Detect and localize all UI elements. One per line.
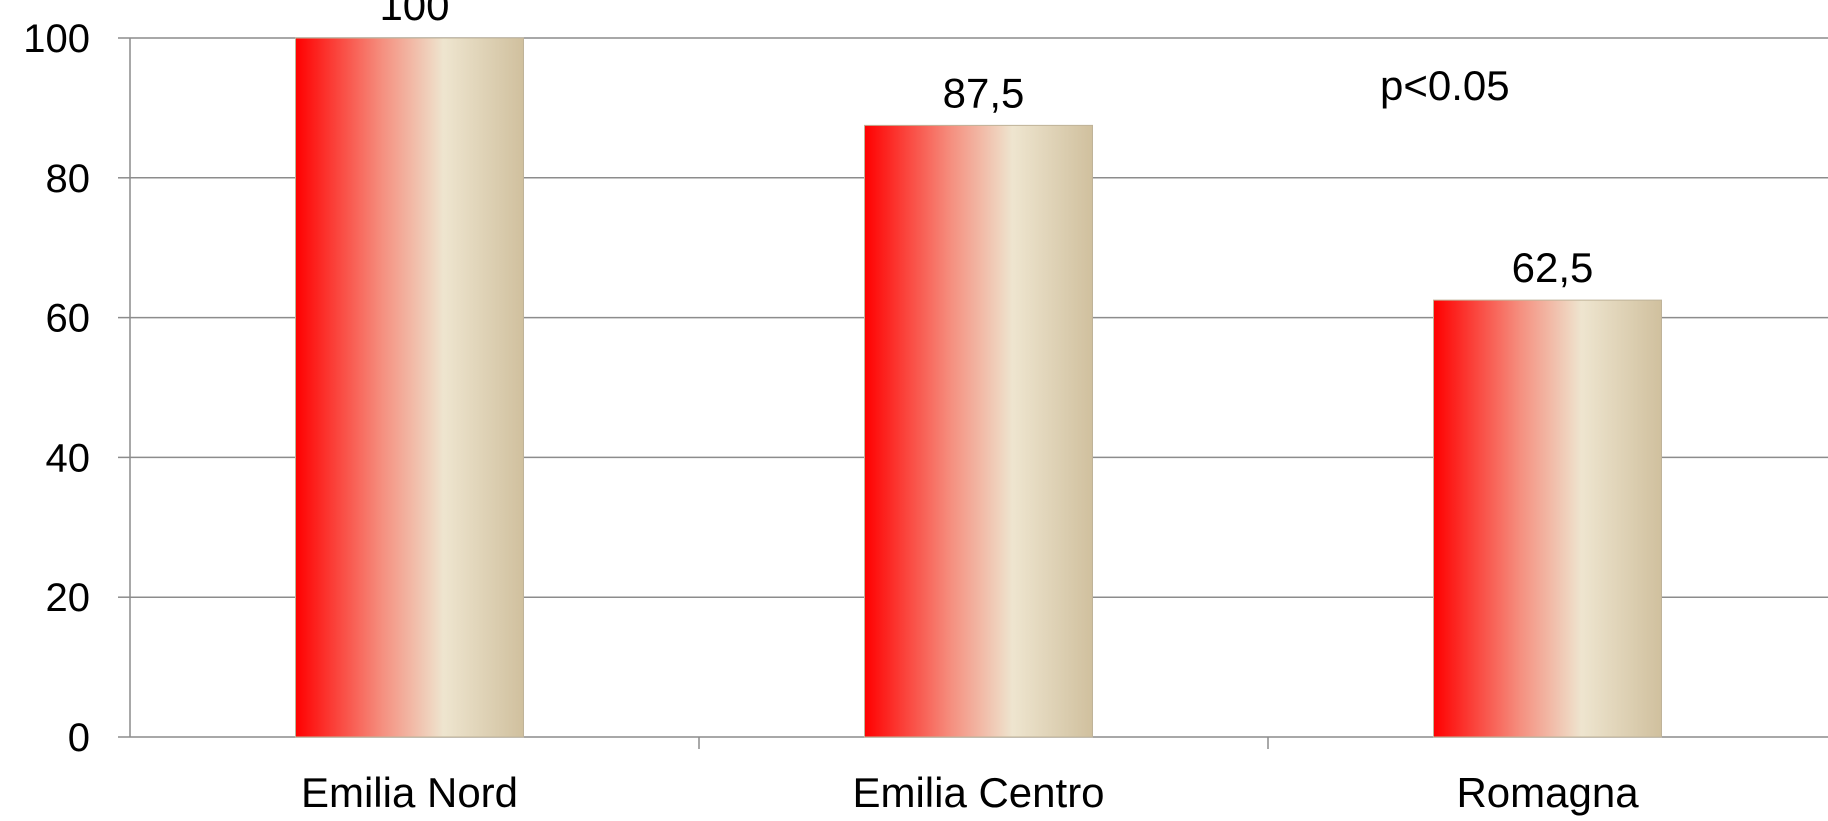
bar — [1433, 299, 1662, 738]
y-tick-label: 80 — [46, 157, 91, 201]
data-label: 87,5 — [943, 69, 1025, 116]
bars — [295, 37, 1662, 738]
y-tick-label: 40 — [46, 436, 91, 480]
x-tick-label: Romagna — [1456, 769, 1639, 816]
y-tick-label: 100 — [23, 17, 90, 61]
data-label: 62,5 — [1512, 244, 1594, 291]
y-tick-label: 0 — [68, 716, 90, 760]
data-label: 100 — [379, 0, 449, 29]
x-tick-label: Emilia Centro — [852, 769, 1104, 816]
significance-annotation: p<0.05 — [1380, 62, 1510, 109]
labels: 0 20 40 60 80 100 100 Emilia Nord 87,5 Emilia Cen… — [23, 0, 1639, 816]
bar — [864, 124, 1093, 738]
x-tick-label: Emilia Nord — [301, 769, 518, 816]
bar — [295, 37, 524, 738]
y-tick-label: 60 — [46, 297, 91, 341]
y-tick-label: 20 — [46, 576, 91, 620]
